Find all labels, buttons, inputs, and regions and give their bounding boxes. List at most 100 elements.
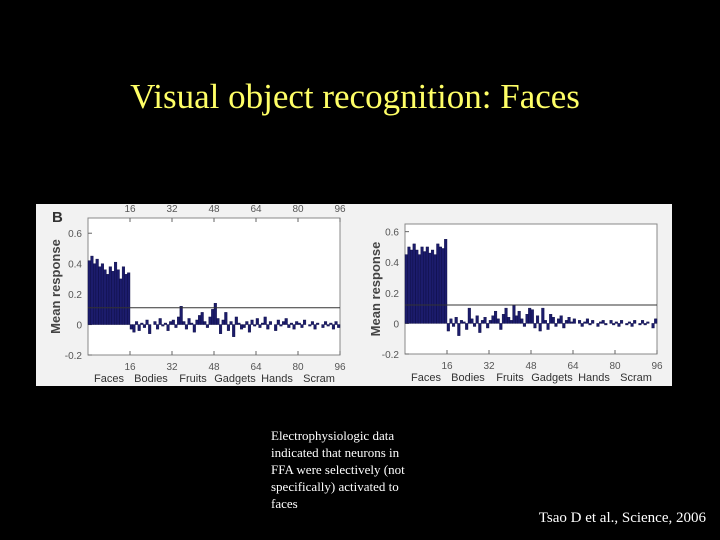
bar (609, 320, 613, 324)
bar (533, 323, 537, 329)
panel-label: B (52, 209, 63, 226)
bar (98, 266, 102, 325)
y-tick-label: 0 (393, 319, 399, 330)
bar (282, 321, 286, 325)
bar (100, 263, 104, 325)
group-label: Fruits (496, 372, 524, 384)
bar (221, 319, 225, 325)
x-tick-label-top: 64 (250, 204, 262, 215)
group-label: Faces (94, 373, 124, 385)
bar (240, 324, 244, 330)
bar (87, 260, 91, 325)
bar (250, 319, 254, 325)
bar (617, 323, 621, 327)
bar (179, 306, 183, 325)
bar (268, 321, 272, 325)
bar (93, 263, 97, 325)
bar (504, 307, 508, 324)
bar (316, 322, 320, 325)
group-label: Scram (303, 373, 335, 385)
y-tick-label: 0.4 (385, 258, 399, 269)
body-line: indicated that neurons in (271, 445, 400, 460)
bar (423, 251, 427, 324)
bar (486, 323, 490, 329)
bar (213, 303, 217, 325)
bar (512, 304, 516, 324)
bar (169, 321, 173, 325)
bar (488, 320, 492, 324)
bar (261, 322, 265, 325)
bar (276, 319, 280, 325)
y-tick-label: -0.2 (382, 350, 400, 361)
bar (308, 324, 312, 327)
bar (266, 324, 270, 330)
bar (184, 324, 188, 330)
bar (132, 324, 136, 333)
bar (404, 254, 408, 324)
bar (517, 310, 521, 324)
bar (620, 320, 624, 324)
bar (462, 321, 466, 324)
group-label: Gadgets (214, 373, 256, 385)
bar (203, 321, 207, 325)
bar (263, 316, 267, 325)
bar (187, 318, 191, 325)
citation: Tsao D et al., Science, 2006 (539, 510, 707, 526)
bar (627, 321, 631, 324)
bar (654, 318, 658, 324)
bar (329, 322, 333, 325)
bar (324, 321, 328, 325)
body-line: FFA were selectively (not (271, 462, 405, 477)
bar (410, 249, 414, 324)
bar (614, 321, 618, 324)
x-tick-label: 32 (483, 361, 495, 372)
bar (425, 246, 429, 324)
bar (431, 249, 435, 324)
bar (509, 320, 513, 324)
y-tick-label: 0.2 (385, 289, 399, 300)
bar (166, 324, 170, 331)
bar (190, 322, 194, 325)
bar (480, 320, 484, 324)
bar (641, 320, 645, 324)
bar (538, 323, 542, 332)
bar (331, 324, 335, 330)
bar (638, 323, 642, 326)
bar (559, 315, 563, 324)
bar (253, 324, 257, 327)
bar (499, 323, 503, 330)
bar (438, 246, 442, 324)
bar (111, 271, 115, 325)
bar (148, 324, 152, 334)
bar (501, 314, 505, 324)
bar (491, 315, 495, 324)
bar (541, 307, 545, 324)
bar (177, 316, 181, 325)
bar (567, 317, 571, 324)
bar (633, 320, 637, 324)
group-label: Faces (411, 372, 441, 384)
bar (140, 322, 144, 325)
bar (161, 324, 165, 327)
bar (467, 307, 471, 324)
bar (546, 323, 550, 330)
bar (289, 322, 293, 325)
bar (407, 246, 411, 324)
bar (604, 323, 608, 326)
bar (108, 266, 112, 325)
bar (528, 307, 532, 324)
bar (255, 318, 259, 325)
bar (216, 318, 220, 325)
bar (274, 324, 278, 331)
x-tick-label: 96 (651, 361, 663, 372)
bar (326, 324, 330, 327)
y-tick-label: 0 (76, 321, 82, 332)
bar (551, 317, 555, 324)
bar (494, 310, 498, 324)
bar (284, 318, 288, 325)
bar (292, 324, 296, 330)
bar (287, 324, 291, 328)
bar (496, 318, 500, 324)
bar (245, 321, 249, 325)
bar (564, 320, 568, 324)
